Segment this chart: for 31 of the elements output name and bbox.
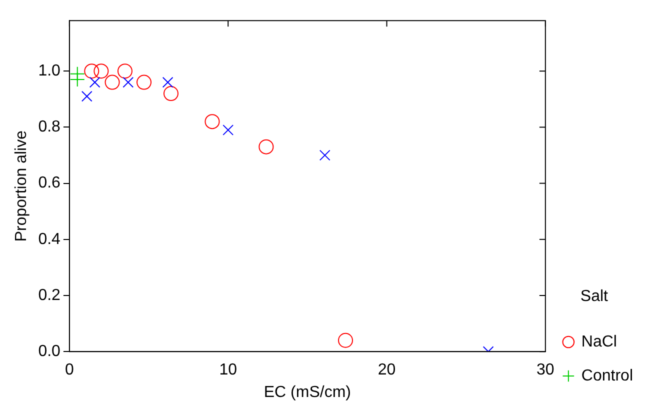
point: [117, 64, 132, 79]
point: [70, 72, 85, 88]
point: [84, 64, 100, 79]
legend-label: Control: [581, 367, 633, 384]
point: [122, 76, 134, 88]
point: [222, 124, 234, 136]
point: [81, 90, 92, 102]
legend-label: NaCl: [581, 333, 617, 350]
point: [258, 139, 274, 154]
x-tick-label: 10: [219, 362, 238, 379]
y-tick-label: 0.6: [38, 174, 61, 192]
point: [94, 64, 109, 79]
point: [162, 76, 174, 88]
y-tick-label: 0.2: [38, 286, 61, 304]
point: [338, 332, 354, 348]
y-tick-label: 1.0: [38, 62, 61, 80]
x-tick-label: 30: [536, 362, 554, 379]
x-tick-label: 0: [64, 362, 74, 379]
point: [104, 74, 120, 90]
legend-title: Salt: [580, 288, 609, 306]
point: [319, 150, 330, 161]
y-tick-label: 0.8: [38, 118, 61, 136]
y-tick-label: 0.4: [38, 230, 61, 248]
point: [163, 86, 178, 102]
x-tick-label: 20: [378, 362, 396, 379]
point: [204, 114, 220, 130]
y-axis-title: Proportion alive: [13, 130, 30, 242]
point: [136, 74, 152, 90]
point: [89, 76, 100, 88]
x-axis-title: EC (mS/cm): [264, 384, 351, 401]
y-tick-label: 0.0: [38, 343, 61, 360]
